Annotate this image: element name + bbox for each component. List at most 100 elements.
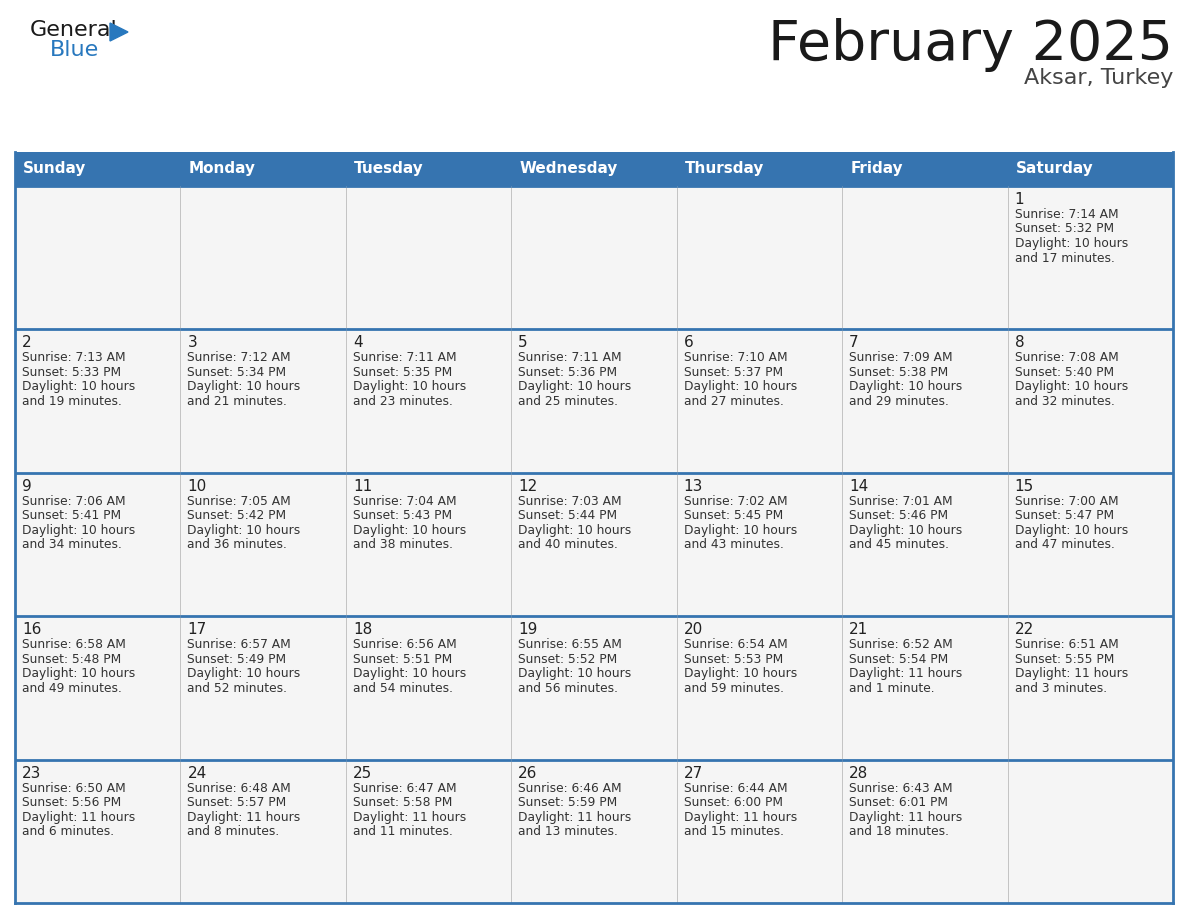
Bar — [677, 330, 842, 473]
Text: Sunset: 5:56 PM: Sunset: 5:56 PM — [23, 796, 121, 809]
Text: Sunset: 5:33 PM: Sunset: 5:33 PM — [23, 366, 121, 379]
Text: and 1 minute.: and 1 minute. — [849, 682, 935, 695]
Text: Blue: Blue — [50, 40, 100, 60]
Text: 20: 20 — [684, 622, 703, 637]
Text: and 49 minutes.: and 49 minutes. — [23, 682, 122, 695]
Text: Sunset: 5:51 PM: Sunset: 5:51 PM — [353, 653, 453, 666]
Bar — [346, 616, 511, 759]
Text: Daylight: 11 hours: Daylight: 11 hours — [849, 811, 962, 823]
Text: Sunset: 5:52 PM: Sunset: 5:52 PM — [518, 653, 618, 666]
Bar — [511, 616, 677, 759]
Bar — [181, 616, 346, 759]
Text: Sunrise: 6:44 AM: Sunrise: 6:44 AM — [684, 781, 788, 795]
Text: Sunrise: 6:52 AM: Sunrise: 6:52 AM — [849, 638, 953, 651]
Text: 18: 18 — [353, 622, 372, 637]
Text: Sunset: 5:46 PM: Sunset: 5:46 PM — [849, 509, 948, 522]
Text: Daylight: 10 hours: Daylight: 10 hours — [684, 380, 797, 394]
Text: Sunset: 5:48 PM: Sunset: 5:48 PM — [23, 653, 121, 666]
Text: Sunrise: 6:46 AM: Sunrise: 6:46 AM — [518, 781, 621, 795]
Text: Tuesday: Tuesday — [354, 162, 424, 176]
Text: Sunrise: 6:54 AM: Sunrise: 6:54 AM — [684, 638, 788, 651]
Text: Sunrise: 7:05 AM: Sunrise: 7:05 AM — [188, 495, 291, 508]
Text: 6: 6 — [684, 335, 694, 351]
Text: Sunset: 5:40 PM: Sunset: 5:40 PM — [1015, 366, 1113, 379]
Bar — [346, 759, 511, 903]
Text: Daylight: 11 hours: Daylight: 11 hours — [1015, 667, 1127, 680]
Bar — [677, 473, 842, 616]
Bar — [1007, 330, 1173, 473]
Bar — [1007, 473, 1173, 616]
Text: Sunrise: 7:06 AM: Sunrise: 7:06 AM — [23, 495, 126, 508]
Text: Sunrise: 7:11 AM: Sunrise: 7:11 AM — [518, 352, 621, 364]
Text: Daylight: 11 hours: Daylight: 11 hours — [353, 811, 466, 823]
Text: Daylight: 11 hours: Daylight: 11 hours — [849, 667, 962, 680]
Text: Daylight: 10 hours: Daylight: 10 hours — [1015, 524, 1127, 537]
Text: Sunrise: 7:14 AM: Sunrise: 7:14 AM — [1015, 208, 1118, 221]
Bar — [181, 330, 346, 473]
Text: Sunrise: 6:56 AM: Sunrise: 6:56 AM — [353, 638, 456, 651]
Text: Daylight: 10 hours: Daylight: 10 hours — [518, 667, 632, 680]
Text: Monday: Monday — [189, 162, 255, 176]
Text: Daylight: 10 hours: Daylight: 10 hours — [353, 524, 466, 537]
Bar — [346, 330, 511, 473]
Text: and 45 minutes.: and 45 minutes. — [849, 538, 949, 552]
Bar — [15, 473, 181, 616]
Text: 19: 19 — [518, 622, 538, 637]
Text: 4: 4 — [353, 335, 362, 351]
Text: Sunrise: 6:47 AM: Sunrise: 6:47 AM — [353, 781, 456, 795]
Text: Daylight: 11 hours: Daylight: 11 hours — [518, 811, 632, 823]
Text: Sunset: 6:01 PM: Sunset: 6:01 PM — [849, 796, 948, 809]
Text: Sunset: 5:38 PM: Sunset: 5:38 PM — [849, 366, 948, 379]
Bar — [181, 186, 346, 330]
Text: Sunset: 5:36 PM: Sunset: 5:36 PM — [518, 366, 618, 379]
Text: Daylight: 10 hours: Daylight: 10 hours — [849, 380, 962, 394]
Text: Sunset: 5:37 PM: Sunset: 5:37 PM — [684, 366, 783, 379]
Text: 3: 3 — [188, 335, 197, 351]
Text: 24: 24 — [188, 766, 207, 780]
Text: and 34 minutes.: and 34 minutes. — [23, 538, 122, 552]
Text: and 29 minutes.: and 29 minutes. — [849, 395, 949, 408]
Text: and 40 minutes.: and 40 minutes. — [518, 538, 618, 552]
Polygon shape — [110, 23, 128, 41]
Text: Sunrise: 7:03 AM: Sunrise: 7:03 AM — [518, 495, 621, 508]
Text: and 21 minutes.: and 21 minutes. — [188, 395, 287, 408]
Bar — [181, 759, 346, 903]
Text: and 59 minutes.: and 59 minutes. — [684, 682, 784, 695]
Text: Sunrise: 7:10 AM: Sunrise: 7:10 AM — [684, 352, 788, 364]
Text: 7: 7 — [849, 335, 859, 351]
Text: 23: 23 — [23, 766, 42, 780]
Bar — [346, 473, 511, 616]
Text: Daylight: 10 hours: Daylight: 10 hours — [353, 380, 466, 394]
Bar — [1007, 616, 1173, 759]
Text: Sunset: 5:53 PM: Sunset: 5:53 PM — [684, 653, 783, 666]
Text: Saturday: Saturday — [1016, 162, 1093, 176]
Text: 22: 22 — [1015, 622, 1034, 637]
Text: and 56 minutes.: and 56 minutes. — [518, 682, 618, 695]
Text: Sunset: 5:45 PM: Sunset: 5:45 PM — [684, 509, 783, 522]
Bar — [15, 186, 181, 330]
Text: Sunset: 5:44 PM: Sunset: 5:44 PM — [518, 509, 618, 522]
Text: Sunrise: 7:11 AM: Sunrise: 7:11 AM — [353, 352, 456, 364]
Bar — [1007, 759, 1173, 903]
Text: Sunrise: 7:09 AM: Sunrise: 7:09 AM — [849, 352, 953, 364]
Text: Daylight: 10 hours: Daylight: 10 hours — [518, 524, 632, 537]
Bar — [511, 473, 677, 616]
Text: February 2025: February 2025 — [767, 18, 1173, 72]
Text: and 3 minutes.: and 3 minutes. — [1015, 682, 1107, 695]
Bar — [15, 152, 1173, 186]
Text: General: General — [30, 20, 118, 40]
Bar — [677, 759, 842, 903]
Text: Sunset: 5:32 PM: Sunset: 5:32 PM — [1015, 222, 1113, 236]
Bar — [15, 759, 181, 903]
Bar — [842, 473, 1007, 616]
Text: Sunset: 5:55 PM: Sunset: 5:55 PM — [1015, 653, 1114, 666]
Text: Daylight: 10 hours: Daylight: 10 hours — [188, 667, 301, 680]
Text: Friday: Friday — [851, 162, 903, 176]
Text: Daylight: 10 hours: Daylight: 10 hours — [188, 380, 301, 394]
Text: Sunrise: 6:58 AM: Sunrise: 6:58 AM — [23, 638, 126, 651]
Text: 5: 5 — [518, 335, 527, 351]
Text: Sunrise: 6:50 AM: Sunrise: 6:50 AM — [23, 781, 126, 795]
Text: and 17 minutes.: and 17 minutes. — [1015, 252, 1114, 264]
Text: Sunrise: 6:51 AM: Sunrise: 6:51 AM — [1015, 638, 1118, 651]
Text: Sunset: 5:57 PM: Sunset: 5:57 PM — [188, 796, 286, 809]
